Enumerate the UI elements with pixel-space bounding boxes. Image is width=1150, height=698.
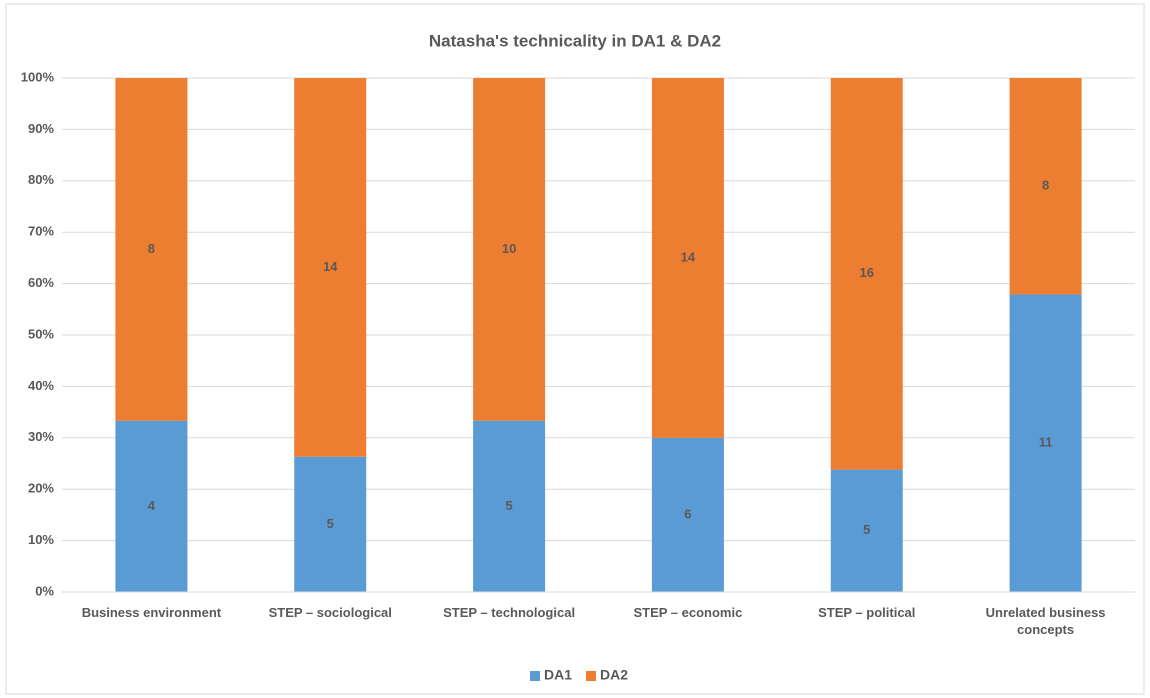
bar-segment <box>473 78 546 421</box>
legend-swatch <box>530 671 540 681</box>
bar-segment <box>115 78 188 421</box>
data-label: 6 <box>684 506 691 521</box>
bar-segment <box>294 456 367 592</box>
legend-label: DA1 <box>544 667 572 683</box>
y-tick-label: 90% <box>28 121 54 136</box>
y-tick-label: 10% <box>28 532 54 547</box>
data-label: 16 <box>860 265 874 280</box>
data-label: 11 <box>1039 435 1053 450</box>
bar-segment <box>473 420 546 592</box>
data-label: 5 <box>327 516 334 531</box>
x-tick-label: STEP – political <box>818 605 916 620</box>
x-tick-label: Unrelated business concepts <box>985 605 1106 637</box>
x-tick-label: STEP – technological <box>443 605 576 620</box>
bar-segment <box>294 78 367 457</box>
y-tick-label: 30% <box>28 429 54 444</box>
x-tick-label: STEP – sociological <box>268 605 392 620</box>
bar-segment <box>1009 294 1082 592</box>
chart-border <box>5 3 1145 695</box>
bar-segment <box>1009 78 1082 295</box>
data-label: 14 <box>323 259 338 274</box>
y-tick-label: 70% <box>28 224 54 239</box>
bar-segment <box>115 420 188 592</box>
data-label: 8 <box>1042 178 1049 193</box>
y-tick-label: 60% <box>28 275 54 290</box>
y-tick-label: 50% <box>28 326 54 341</box>
data-label: 14 <box>681 249 696 264</box>
bar-segment <box>830 78 903 470</box>
y-tick-label: 20% <box>28 481 54 496</box>
data-label: 5 <box>505 498 512 513</box>
data-label: 4 <box>148 498 156 513</box>
y-tick-label: 80% <box>28 172 54 187</box>
bar-segment <box>651 437 724 592</box>
data-label: 5 <box>863 522 870 537</box>
y-tick-label: 40% <box>28 378 54 393</box>
x-tick-label: STEP – economic <box>633 605 743 620</box>
data-label: 8 <box>148 241 155 256</box>
bar-segment <box>651 78 724 438</box>
chart-title: Natasha's technicality in DA1 & DA2 <box>429 31 721 50</box>
y-tick-label: 0% <box>35 583 54 598</box>
legend-label: DA2 <box>600 667 628 683</box>
x-tick-label: Business environment <box>81 605 222 620</box>
y-tick-label: 100% <box>21 69 55 84</box>
bar-segment <box>830 469 903 592</box>
legend-swatch <box>586 671 597 681</box>
data-label: 10 <box>502 241 516 256</box>
